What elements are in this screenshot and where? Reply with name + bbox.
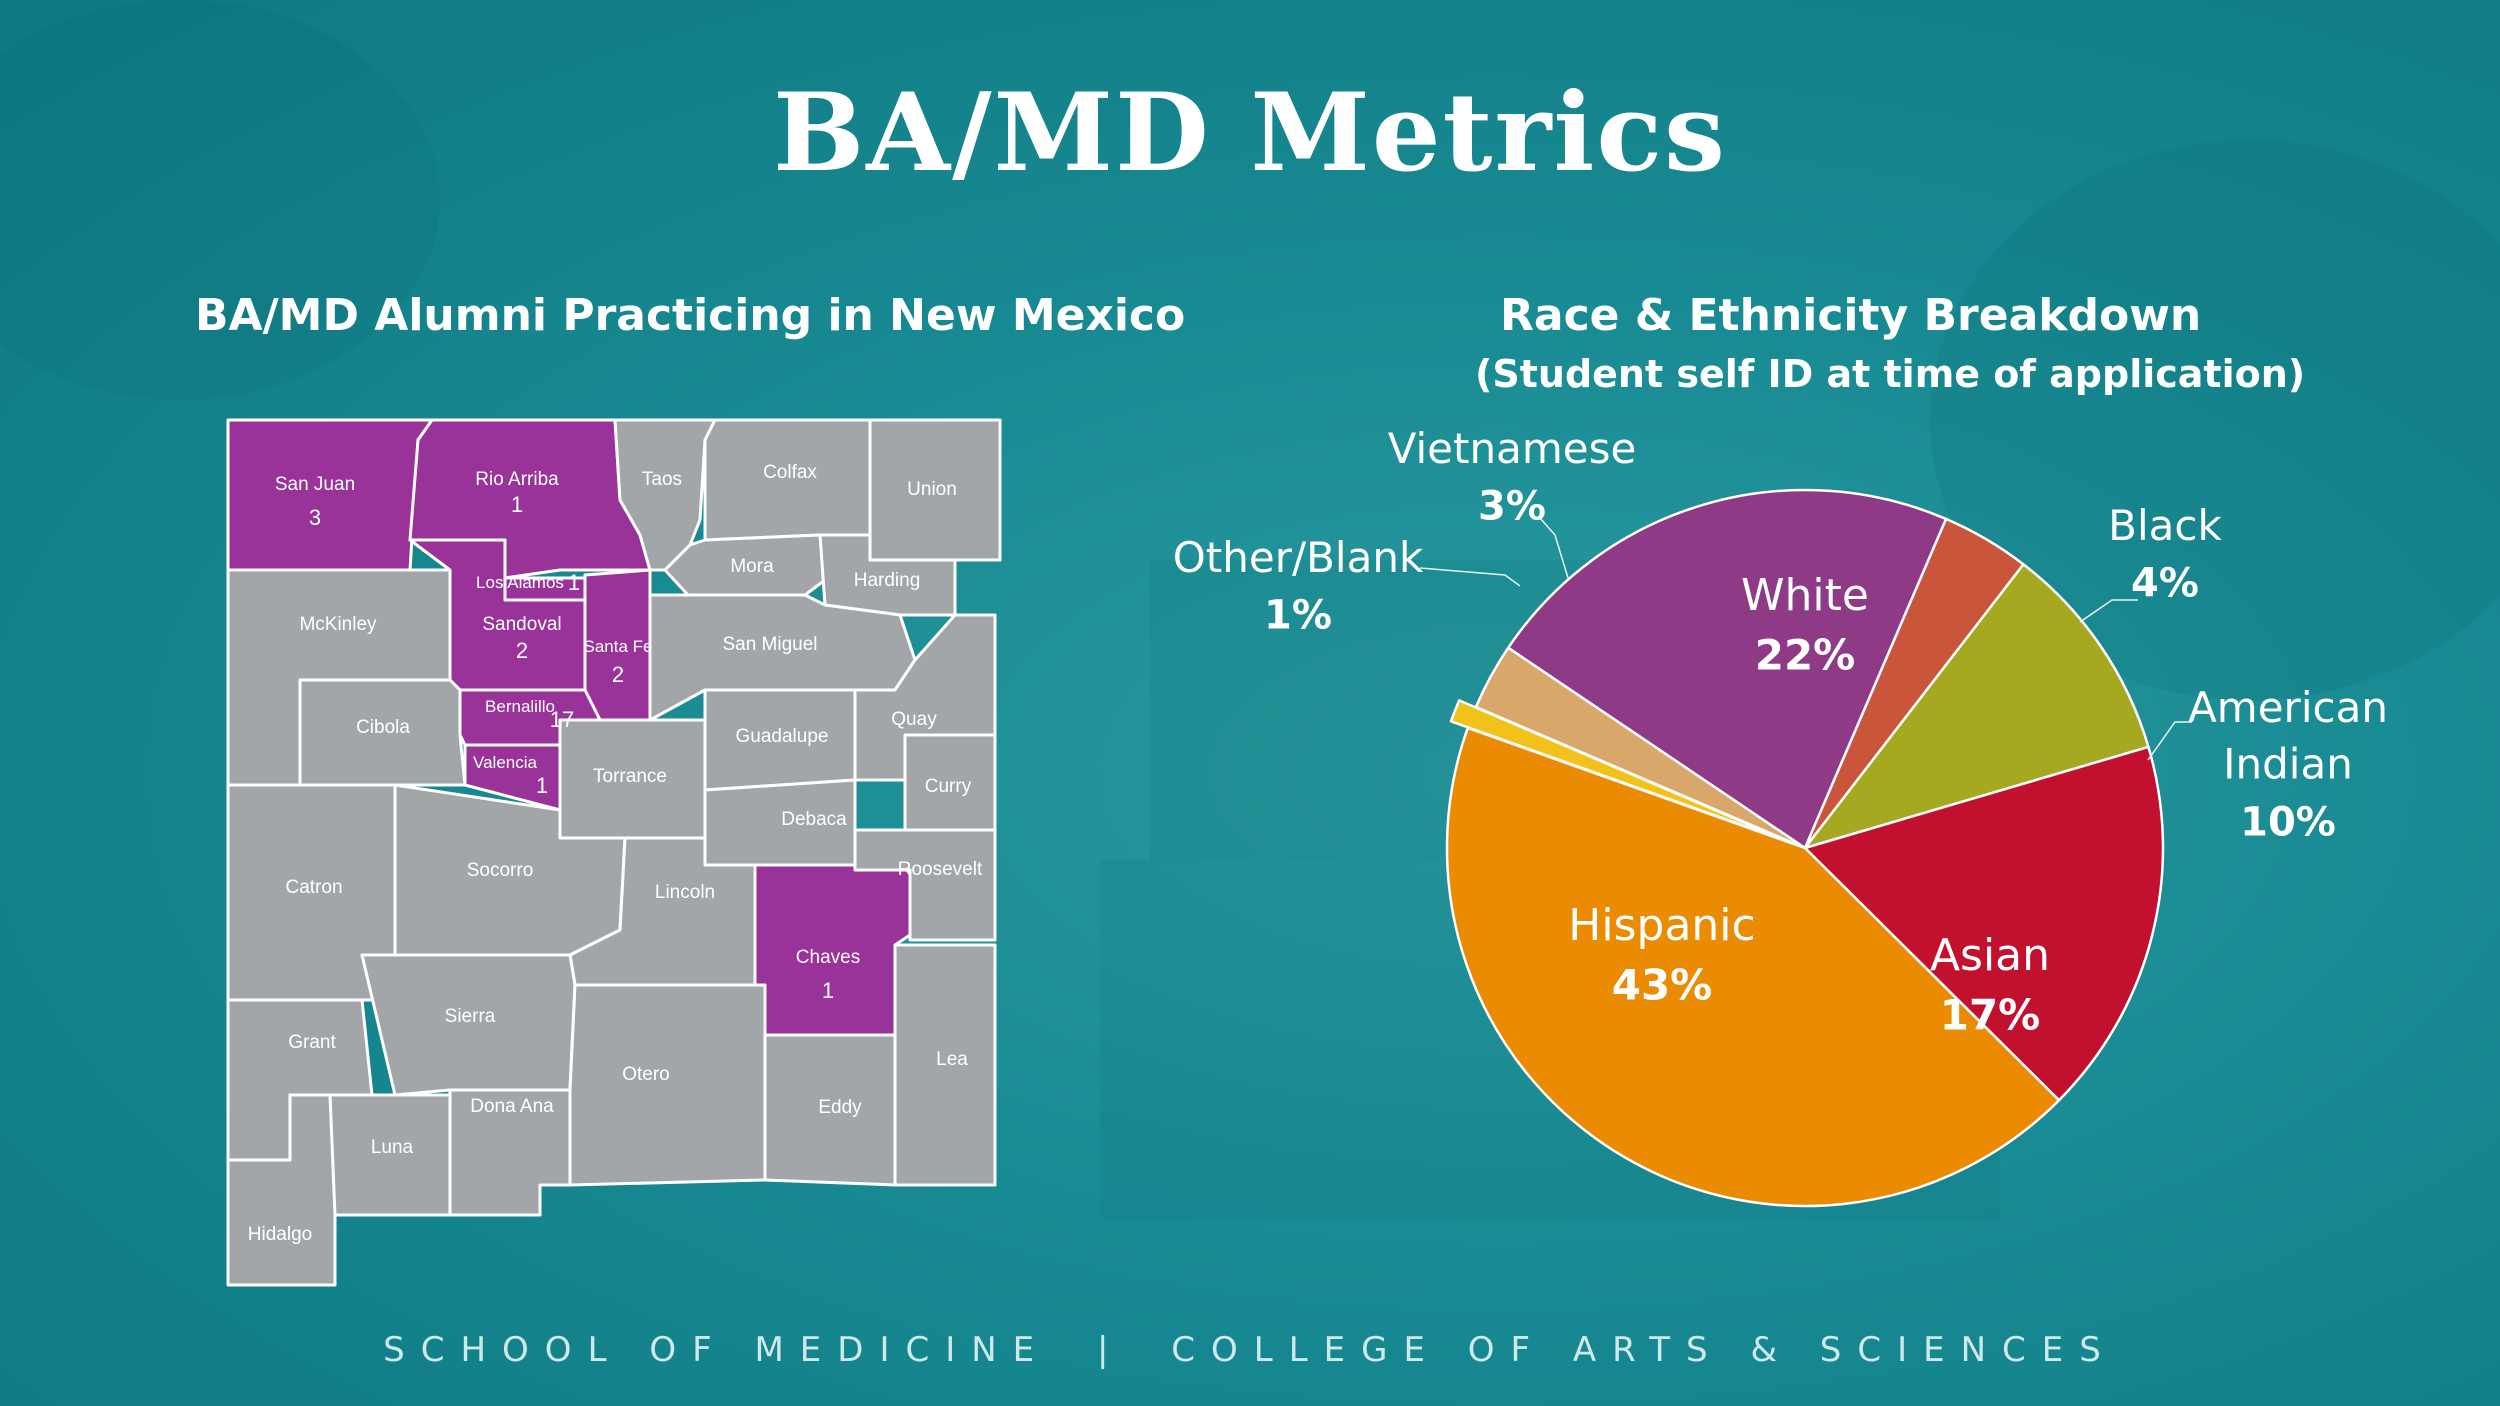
- county-label-catron: Catron: [285, 877, 342, 898]
- county-label-sandoval: Sandoval: [482, 614, 561, 635]
- pie-leader-vietnamese: [1539, 517, 1569, 579]
- county-label-debaca: Debaca: [781, 809, 847, 830]
- county-label-curry: Curry: [925, 776, 972, 797]
- county-label-dona-ana: Dona Ana: [470, 1096, 554, 1117]
- county-label-lincoln: Lincoln: [655, 882, 715, 903]
- county-label-torrance: Torrance: [593, 766, 667, 787]
- county-count-los-alamos: 1: [568, 570, 580, 595]
- county-label-san-juan: San Juan: [275, 474, 355, 495]
- county-label-union: Union: [907, 479, 957, 500]
- county-label-lea: Lea: [936, 1049, 968, 1070]
- county-label-luna: Luna: [371, 1137, 414, 1158]
- pie-slice-hispanic: [1445, 726, 2061, 1208]
- county-count-sandoval: 2: [516, 638, 528, 663]
- county-label-grant: Grant: [288, 1032, 336, 1053]
- county-label-los-alamos: Los Alamos: [476, 573, 564, 592]
- pie-label-white: White: [1741, 570, 1869, 621]
- county-label-valencia: Valencia: [473, 753, 537, 772]
- pie-label-other-blank: Other/Blank: [1173, 533, 1424, 582]
- pie-label-american-indian-1: American: [2188, 683, 2388, 732]
- pie-label-asian: Asian: [1930, 930, 2050, 981]
- county-count-san-juan: 3: [309, 505, 321, 530]
- pie-slice-vietnamese: [1474, 646, 1807, 850]
- county-label-roosevelt: Roosevelt: [898, 859, 983, 880]
- county-label-eddy: Eddy: [818, 1097, 862, 1118]
- footer-college: COLLEGE OF ARTS & SCIENCES: [1171, 1330, 2117, 1370]
- county-label-quay: Quay: [891, 709, 937, 730]
- pie-label-black: Black: [2108, 501, 2222, 550]
- pie-value-black: 4%: [2131, 561, 2199, 607]
- county-label-taos: Taos: [642, 469, 682, 490]
- page-title: BA/MD Metrics: [773, 70, 1727, 196]
- county-count-valencia: 1: [536, 773, 548, 798]
- county-label-rio-arriba: Rio Arriba: [475, 469, 559, 490]
- county-union: [868, 418, 1002, 562]
- county-label-santa-fe: Santa Fe: [584, 637, 653, 656]
- pie-slice-other-blank: [1449, 699, 1790, 843]
- footer: SCHOOL OF MEDICINE | COLLEGE OF ARTS & S…: [0, 1330, 2500, 1370]
- pie-title: Race & Ethnicity Breakdown: [1500, 290, 2202, 341]
- pie-label-hispanic: Hispanic: [1568, 900, 1755, 951]
- county-label-bernalillo: Bernalillo: [485, 697, 555, 716]
- footer-separator: |: [1096, 1330, 1125, 1370]
- county-count-rio-arriba: 1: [511, 492, 523, 517]
- county-count-chaves: 1: [822, 978, 834, 1003]
- county-label-otero: Otero: [622, 1064, 670, 1085]
- pie-label-american-indian-2: Indian: [2223, 740, 2353, 789]
- pie-leader-other-blank: [1419, 567, 1521, 587]
- pie-subtitle: (Student self ID at time of application): [1475, 352, 2306, 396]
- pie-value-other-blank: 1%: [1264, 593, 1332, 639]
- county-label-sierra: Sierra: [445, 1006, 496, 1027]
- pie-leader-american-indian: [2147, 721, 2192, 761]
- county-label-chaves: Chaves: [796, 947, 860, 968]
- pie-value-asian: 17%: [1940, 990, 2041, 1039]
- county-count-bernalillo: 17: [550, 707, 574, 732]
- pie-value-white: 22%: [1755, 630, 1856, 679]
- county-label-hidalgo: Hidalgo: [248, 1224, 312, 1245]
- county-label-colfax: Colfax: [763, 462, 817, 483]
- county-label-mckinley: McKinley: [299, 614, 377, 635]
- pie-value-american-indian: 10%: [2240, 799, 2336, 845]
- pie-slice-white: [1506, 488, 1948, 850]
- county-label-cibola: Cibola: [356, 717, 410, 738]
- county-label-harding: Harding: [854, 570, 921, 591]
- county-label-san-miguel: San Miguel: [722, 634, 817, 655]
- county-count-santa-fe: 2: [612, 662, 624, 687]
- pie-label-vietnamese: Vietnamese: [1388, 424, 1637, 473]
- county-hidalgo: [226, 1093, 337, 1287]
- map-title: BA/MD Alumni Practicing in New Mexico: [195, 290, 1186, 341]
- pie-value-hispanic: 43%: [1612, 960, 1713, 1009]
- county-label-guadalupe: Guadalupe: [736, 726, 829, 747]
- footer-school: SCHOOL OF MEDICINE: [383, 1330, 1051, 1370]
- county-label-socorro: Socorro: [467, 860, 534, 881]
- pie-leader-black: [2079, 599, 2138, 623]
- pie-value-vietnamese: 3%: [1478, 484, 1546, 530]
- pie-slice-asian: [1803, 745, 2165, 1102]
- county-eddy: [763, 1033, 897, 1187]
- county-label-mora: Mora: [730, 556, 774, 577]
- pie-slice-american-indian: [1803, 563, 2150, 850]
